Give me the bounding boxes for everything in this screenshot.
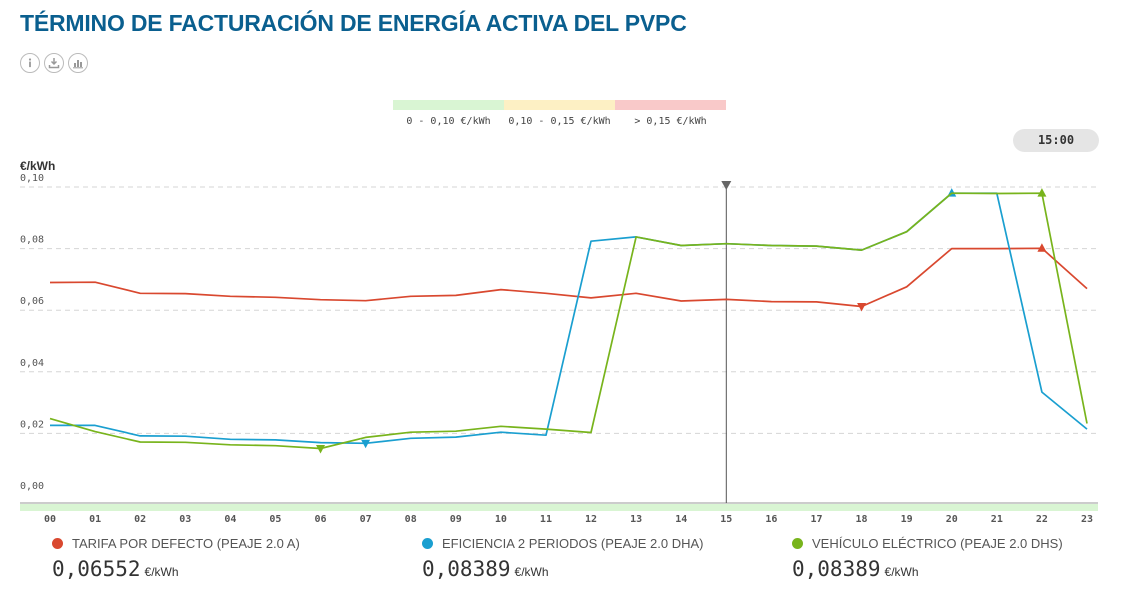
download-icon[interactable] xyxy=(44,53,64,73)
legend-value: 0,06552 xyxy=(52,557,141,581)
x-tick-label: 19 xyxy=(901,514,913,525)
price-scale-high: > 0,15 €/kWh xyxy=(615,100,726,127)
x-tick-label: 05 xyxy=(269,514,281,525)
info-icon[interactable] xyxy=(20,53,40,73)
x-tick-label: 08 xyxy=(405,514,417,525)
price-scale-legend: 0 - 0,10 €/kWh 0,10 - 0,15 €/kWh > 0,15 … xyxy=(393,100,726,127)
chart-toolbar xyxy=(20,53,88,73)
legend-value: 0,08389 xyxy=(422,557,511,581)
series-line[interactable] xyxy=(49,247,1088,308)
x-tick-label: 16 xyxy=(765,514,777,525)
price-scale-low-label: 0 - 0,10 €/kWh xyxy=(406,116,491,127)
x-tick-label: 11 xyxy=(540,514,552,525)
legend-value-wrapper: 0,06552 €/kWh xyxy=(52,557,300,581)
legend-dot xyxy=(792,538,803,549)
price-scale-high-label: > 0,15 €/kWh xyxy=(634,116,707,127)
series-line[interactable] xyxy=(49,192,1088,450)
price-scale-mid-label: 0,10 - 0,15 €/kWh xyxy=(508,116,611,127)
x-tick-label: 03 xyxy=(179,514,191,525)
x-tick-label: 10 xyxy=(495,514,507,525)
y-tick-label: 0,10 xyxy=(20,173,44,184)
min-marker xyxy=(857,303,867,312)
legend-item-eficiencia[interactable]: EFICIENCIA 2 PERIODOS (PEAJE 2.0 DHA) 0,… xyxy=(422,536,704,581)
y-tick-label: 0,08 xyxy=(20,235,44,246)
time-cursor-marker xyxy=(721,181,732,190)
legend-dot xyxy=(52,538,63,549)
x-tick-label: 07 xyxy=(360,514,372,525)
x-tick-label: 01 xyxy=(89,514,101,525)
legend-label: VEHÍCULO ELÉCTRICO (PEAJE 2.0 DHS) xyxy=(812,536,1063,551)
x-tick-label: 17 xyxy=(810,514,822,525)
x-tick-label: 22 xyxy=(1036,514,1048,525)
y-tick-label: 0,04 xyxy=(20,358,44,369)
x-tick-label: 12 xyxy=(585,514,597,525)
x-tick-label: 23 xyxy=(1081,514,1093,525)
x-tick-label: 15 xyxy=(720,514,732,525)
legend-label: EFICIENCIA 2 PERIODOS (PEAJE 2.0 DHA) xyxy=(442,536,704,551)
legend-item-vehiculo[interactable]: VEHÍCULO ELÉCTRICO (PEAJE 2.0 DHS) 0,083… xyxy=(792,536,1063,581)
y-axis-label: €/kWh xyxy=(20,159,56,173)
y-tick-label: 0,02 xyxy=(20,419,44,430)
chart-icon[interactable] xyxy=(68,53,88,73)
x-tick-label: 14 xyxy=(675,514,687,525)
legend-unit: €/kWh xyxy=(144,565,179,579)
legend-item-tarifa[interactable]: TARIFA POR DEFECTO (PEAJE 2.0 A) 0,06552… xyxy=(52,536,300,581)
price-scale-high-bar xyxy=(615,100,726,110)
page-title: TÉRMINO DE FACTURACIÓN DE ENERGÍA ACTIVA… xyxy=(20,10,687,36)
legend-dot xyxy=(422,538,433,549)
legend-unit: €/kWh xyxy=(884,565,919,579)
price-scale-mid: 0,10 - 0,15 €/kWh xyxy=(504,100,615,127)
y-tick-label: 0,00 xyxy=(20,481,44,492)
x-tick-label: 13 xyxy=(630,514,642,525)
series-line[interactable] xyxy=(50,192,1088,445)
min-marker xyxy=(316,444,326,454)
price-scale-low: 0 - 0,10 €/kWh xyxy=(393,100,504,127)
time-badge[interactable]: 15:00 xyxy=(1013,129,1099,152)
y-tick-label: 0,06 xyxy=(20,296,44,307)
x-tick-label: 00 xyxy=(44,514,56,525)
min-marker xyxy=(361,439,371,449)
legend-value: 0,08389 xyxy=(792,557,881,581)
x-tick-label: 06 xyxy=(314,514,326,525)
x-tick-label: 09 xyxy=(450,514,462,525)
x-tick-label: 18 xyxy=(856,514,868,525)
x-tick-label: 02 xyxy=(134,514,146,525)
legend-label: TARIFA POR DEFECTO (PEAJE 2.0 A) xyxy=(72,536,300,551)
x-tick-label: 20 xyxy=(946,514,958,525)
max-marker xyxy=(1037,188,1047,197)
legend-value-wrapper: 0,08389 €/kWh xyxy=(792,557,1063,581)
legend-unit: €/kWh xyxy=(514,565,549,579)
x-tick-label: 04 xyxy=(224,514,236,525)
legend-value-wrapper: 0,08389 €/kWh xyxy=(422,557,704,581)
price-scale-mid-bar xyxy=(504,100,615,110)
x-axis-price-band xyxy=(20,504,1098,511)
x-tick-label: 21 xyxy=(991,514,1003,525)
price-scale-low-bar xyxy=(393,100,504,110)
max-marker xyxy=(1037,243,1047,252)
